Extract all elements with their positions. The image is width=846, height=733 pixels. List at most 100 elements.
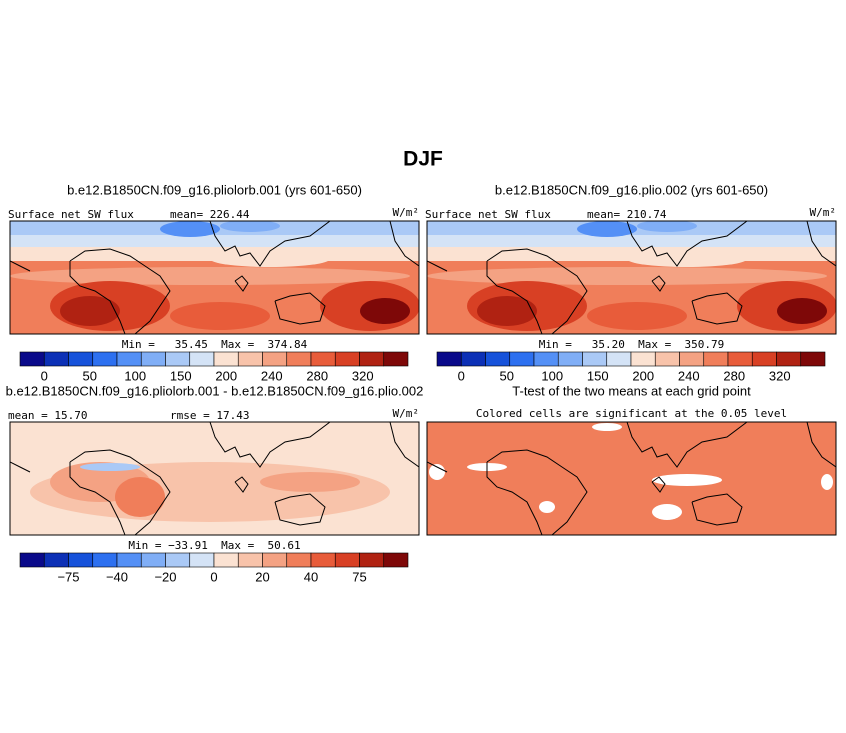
colorbar-label: 100 — [124, 368, 146, 383]
colorbar-box — [727, 351, 753, 367]
panel-title: b.e12.B1850CN.f09_g16.plio.002 (yrs 601-… — [495, 182, 768, 197]
colorbar-box — [359, 351, 385, 367]
field-contour — [260, 472, 360, 492]
variable-label: Surface net SW flux — [8, 208, 134, 221]
map-frame — [426, 421, 837, 536]
colorbar-label: 150 — [170, 368, 192, 383]
panel-title: b.e12.B1850CN.f09_g16.pliolorb.001 - b.e… — [6, 383, 424, 398]
colorbar-box — [334, 552, 360, 568]
colorbar-box — [509, 351, 535, 367]
map — [10, 422, 419, 535]
map-frame — [9, 220, 420, 335]
colorbar-box — [286, 552, 312, 568]
colorbar-label: 40 — [304, 569, 318, 584]
colorbar-label: 20 — [255, 569, 269, 584]
colorbar-label: 100 — [541, 368, 563, 383]
colorbar-box — [679, 351, 705, 367]
field-contour — [652, 474, 722, 486]
colorbar-box — [68, 552, 94, 568]
map — [10, 221, 419, 334]
map-frame — [9, 421, 420, 536]
coastline — [486, 248, 588, 334]
coastline — [69, 462, 126, 535]
coastline — [486, 462, 543, 535]
colorbar-box — [68, 351, 94, 367]
map — [427, 221, 836, 334]
units-label: W/m² — [810, 206, 837, 219]
colorbar-box — [165, 351, 191, 367]
colorbar-box — [140, 351, 166, 367]
field-contour — [60, 296, 120, 326]
mean-label: mean = 15.70 — [8, 409, 87, 422]
coastline — [10, 260, 31, 272]
coastline — [806, 221, 836, 267]
field-contour — [652, 504, 682, 520]
colorbar-box — [630, 351, 656, 367]
min-max-label: Min = 35.20 Max = 350.79 — [539, 338, 724, 351]
field-contour — [577, 221, 637, 237]
coastline — [651, 275, 666, 292]
coastline — [427, 260, 448, 272]
colorbar-box — [310, 351, 336, 367]
colorbar-label: 0 — [458, 368, 465, 383]
colorbar-label: 0 — [41, 368, 48, 383]
coastline — [486, 261, 543, 334]
field-contour — [627, 251, 747, 267]
coastline — [651, 476, 666, 493]
coastline — [209, 422, 331, 468]
field-contour — [429, 464, 445, 480]
field-contour — [539, 501, 555, 513]
colorbar-box — [165, 552, 191, 568]
colorbar-box — [751, 351, 777, 367]
coastline — [69, 449, 171, 535]
colorbar-box — [606, 351, 632, 367]
field-contour — [210, 251, 330, 267]
map-frame — [426, 220, 837, 335]
field-contour — [477, 296, 537, 326]
colorbar-box — [189, 351, 215, 367]
colorbar-label: 280 — [306, 368, 328, 383]
colorbar-box — [485, 351, 511, 367]
panel-title: T-test of the two means at each grid poi… — [512, 383, 751, 398]
coastline — [806, 422, 836, 468]
colorbar-label: 240 — [678, 368, 700, 383]
figure-title: DJF — [403, 148, 443, 171]
colorbar-box — [800, 351, 826, 367]
field-contour — [80, 463, 140, 471]
colorbar-label: 320 — [352, 368, 374, 383]
colorbar-box — [92, 552, 118, 568]
colorbar-box — [436, 351, 462, 367]
colorbar-box — [310, 552, 336, 568]
colorbar-box — [140, 552, 166, 568]
colorbar-box — [116, 552, 142, 568]
field-contour — [592, 423, 622, 431]
colorbar-box — [383, 351, 409, 367]
field-contour — [821, 474, 833, 490]
colorbar-label: 280 — [723, 368, 745, 383]
panel-title: b.e12.B1850CN.f09_g16.pliolorb.001 (yrs … — [67, 182, 362, 197]
field-contour — [160, 221, 220, 237]
colorbar-box — [776, 351, 802, 367]
colorbar-label: 50 — [83, 368, 97, 383]
colorbar-box — [237, 552, 263, 568]
coastline — [69, 248, 171, 334]
colorbar-label: 50 — [500, 368, 514, 383]
variable-label: Surface net SW flux — [425, 208, 551, 221]
panel-subtitle: Colored cells are significant at the 0.0… — [476, 407, 787, 420]
colorbar-box — [557, 351, 583, 367]
coastline — [209, 221, 331, 267]
colorbar-label: −20 — [154, 569, 176, 584]
units-label: W/m² — [393, 407, 420, 420]
field-contour — [220, 221, 280, 232]
colorbar-box — [359, 552, 385, 568]
map-background — [427, 422, 836, 535]
colorbar-label: −40 — [106, 569, 128, 584]
rmse-label: rmse = 17.43 — [170, 409, 249, 422]
colorbar-box — [43, 351, 69, 367]
colorbar-box — [213, 552, 239, 568]
min-max-label: Min = 35.45 Max = 374.84 — [122, 338, 308, 351]
colorbar-box — [286, 351, 312, 367]
map — [427, 422, 836, 535]
colorbar-label: 0 — [210, 569, 217, 584]
